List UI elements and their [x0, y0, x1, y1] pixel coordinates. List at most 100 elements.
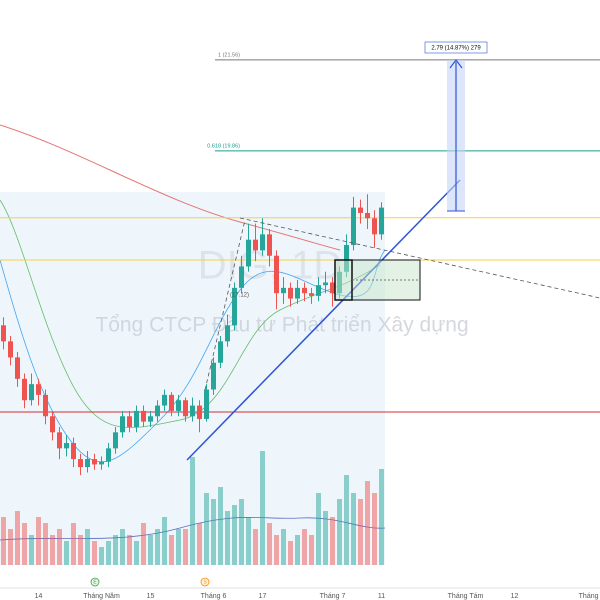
volume-bar: [253, 529, 258, 565]
candle-body: [204, 389, 209, 419]
volume-bar: [134, 541, 139, 565]
volume-bar: [64, 541, 69, 565]
volume-bar: [71, 523, 76, 565]
volume-bar: [57, 529, 62, 565]
x-tick-label: 15: [147, 593, 155, 600]
candle-body: [162, 394, 167, 406]
volume-bar: [232, 505, 237, 565]
volume-bar: [302, 529, 307, 565]
volume-bar: [120, 529, 125, 565]
volume-bar: [365, 481, 370, 565]
volume-bar: [309, 535, 314, 565]
candle-body: [106, 448, 111, 462]
candle-body: [351, 207, 356, 246]
x-tick-label: 12: [511, 593, 519, 600]
candle-body: [22, 378, 27, 401]
trendline: [186, 179, 461, 461]
candle-body: [323, 282, 328, 286]
volume-bar: [141, 523, 146, 565]
plot: 1 (21.56) 0.618 (19.86): [0, 52, 600, 565]
volume-bar: [43, 523, 48, 565]
candle-body: [113, 432, 118, 449]
candle-body: [316, 285, 321, 296]
candle-body: [176, 400, 181, 411]
volume-bar: [260, 451, 265, 565]
volume-bar: [295, 535, 300, 565]
volume-bar: [316, 493, 321, 565]
candle-body: [253, 239, 258, 251]
candle-body: [8, 341, 13, 358]
candle-body: [330, 282, 335, 294]
x-tick-label: Tháng 7: [320, 593, 346, 600]
candle-body: [190, 405, 195, 417]
candle-body: [57, 432, 62, 449]
volume-bar: [85, 529, 90, 565]
volume-bar: [155, 529, 160, 565]
volume-bar: [372, 493, 377, 565]
candle-body: [225, 325, 230, 342]
candle-body: [365, 212, 370, 219]
measure-label: 2.79 (14.87%) 279: [431, 46, 481, 52]
volume-bar: [148, 535, 153, 565]
volume-bar: [351, 493, 356, 565]
volume-bar: [106, 541, 111, 565]
volume-bar: [169, 535, 174, 565]
candle-body: [379, 207, 384, 235]
candle-body: [302, 287, 307, 294]
candle-body: [1, 325, 6, 342]
x-tick-label: 11: [378, 593, 385, 600]
x-tick-label: 14: [35, 593, 43, 600]
volume-bar: [1, 517, 6, 565]
volume-bar: [99, 547, 104, 565]
candle-body: [197, 405, 202, 419]
candle-body: [64, 443, 69, 449]
volume-bar: [22, 523, 27, 565]
volume-bar: [337, 499, 342, 565]
volume-bar: [197, 523, 202, 565]
x-tick-label: Tháng 9: [579, 593, 600, 600]
volume-bar: [50, 535, 55, 565]
candle-body: [358, 207, 363, 213]
candle-body: [71, 443, 76, 460]
candle-body: [281, 287, 286, 294]
volume-bar: [204, 493, 209, 565]
candle-body: [309, 293, 314, 296]
x-tick-label: Tháng 6: [201, 593, 227, 600]
volume-bar: [29, 535, 34, 565]
volume-bar: [246, 517, 251, 565]
volume-bar: [36, 517, 41, 565]
x-tick-label: Tháng Năm: [83, 593, 120, 600]
candle-body: [127, 416, 132, 427]
candle-body: [295, 287, 300, 299]
volume-bar: [127, 535, 132, 565]
fib-label: 0.618 (19.86): [207, 143, 240, 149]
ma-mid: [0, 199, 381, 428]
candle-body: [43, 394, 48, 417]
candle-body: [274, 255, 279, 294]
split-marker-label: S: [203, 579, 207, 585]
volume-bar: [92, 541, 97, 565]
volume-bar: [344, 475, 349, 565]
volume-bar: [281, 529, 286, 565]
candle-body: [92, 459, 97, 465]
candle-body: [246, 239, 251, 267]
volume-bar: [190, 457, 195, 565]
candle-body: [232, 287, 237, 326]
low-label: (17.12): [230, 293, 249, 299]
candle-body: [155, 405, 160, 417]
dashed-trendline: [239, 217, 600, 299]
candle-body: [99, 461, 104, 465]
candle-body: [78, 459, 83, 468]
measure-arrowhead: [449, 59, 463, 69]
dashed-trendline: [204, 219, 246, 391]
candle-body: [239, 266, 244, 288]
candle-body: [267, 234, 272, 256]
candle-body: [134, 410, 139, 427]
candle-body: [141, 410, 146, 422]
candle-body: [218, 341, 223, 363]
candle-body: [29, 384, 34, 401]
volume-bar: [183, 529, 188, 565]
earnings-marker-label: E: [93, 579, 97, 585]
volume-bar: [274, 535, 279, 565]
